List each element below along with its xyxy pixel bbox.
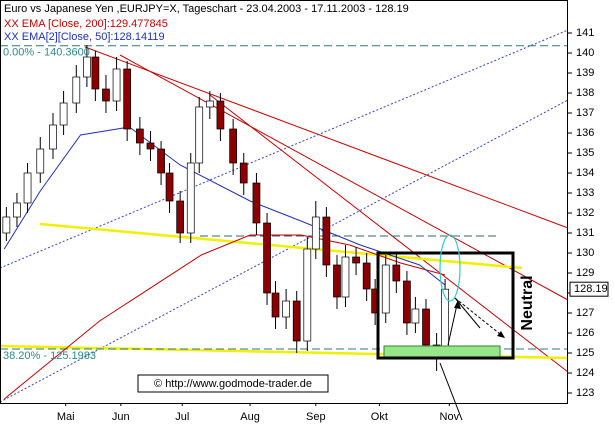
- chart-title: Euro vs Japanese Yen ,EURJPY=X, Tagescha…: [4, 3, 409, 15]
- fib-label: 0.00% - 140.3600: [3, 47, 90, 59]
- y-tick-label: 134: [576, 167, 594, 179]
- y-tick-label: 138: [576, 87, 594, 99]
- x-tick-label: Mai: [57, 411, 75, 423]
- y-tick-label: 139: [576, 67, 594, 79]
- y-tick-label: 130: [576, 247, 594, 259]
- fib-label: 38.20% - 125.1983: [3, 350, 96, 362]
- candle-body: [136, 128, 144, 144]
- candle-body: [123, 68, 132, 130]
- arrow: [454, 297, 481, 329]
- candle-body: [303, 248, 312, 342]
- indicator-line: [3, 126, 446, 286]
- annotation: Neutral: [519, 275, 536, 330]
- trend-line: [39, 222, 523, 270]
- candle-body: [36, 148, 45, 174]
- y-tick-label: 123: [576, 387, 594, 399]
- candle-body: [411, 308, 420, 324]
- candle-body: [165, 172, 174, 202]
- y-tick-label: 131: [576, 227, 594, 239]
- candle-body: [263, 222, 271, 294]
- plot: [0, 45, 568, 400]
- y-tick-label: 124: [576, 367, 594, 379]
- plot-frame: [0, 0, 568, 404]
- y-tick-label: 137: [576, 107, 594, 119]
- y-tick-label: 129: [576, 267, 594, 279]
- highlight: [439, 234, 461, 302]
- candle-body: [352, 256, 360, 264]
- x-tick-label: Okt: [371, 411, 388, 423]
- arrow-head: [497, 331, 505, 338]
- x-tick-label: Jun: [112, 411, 130, 423]
- x-tick-label: Nov: [440, 411, 460, 423]
- candle-body: [422, 308, 430, 346]
- y-tick-label: 135: [576, 147, 594, 159]
- x-tick-label: Jul: [175, 411, 189, 423]
- last-price-label: 128.19: [574, 283, 608, 295]
- candle-body: [239, 162, 248, 184]
- candle-body: [362, 262, 371, 290]
- y-tick-label: 132: [576, 207, 594, 219]
- candle-body: [91, 56, 100, 90]
- source: © http://www.godmode-trader.de: [154, 378, 312, 390]
- legend-entry: XX EMA [Close, 200]:129.477845: [4, 18, 168, 30]
- y-tick-label: 125: [576, 347, 594, 359]
- source-box: [137, 374, 329, 393]
- candle-body: [83, 56, 91, 78]
- candle-body: [333, 264, 341, 298]
- candle-body: [72, 76, 81, 104]
- candle-body: [229, 128, 237, 164]
- legend-entry: XX EMA[2][Close, 50]:128.14119: [4, 31, 165, 43]
- candle-body: [157, 148, 165, 174]
- trend-line: [119, 54, 569, 301]
- y-tick-label: 140: [576, 47, 594, 59]
- candle-body: [102, 88, 110, 102]
- candle-body: [205, 100, 214, 108]
- indicator-line: [3, 234, 446, 400]
- candle-body: [271, 292, 280, 318]
- candle-body: [146, 142, 155, 150]
- x-tick-label: Aug: [240, 411, 260, 423]
- y-tick-label: 127: [576, 307, 594, 319]
- x-tick-label: Sep: [306, 411, 326, 423]
- candle-body: [49, 124, 57, 150]
- y-tick-label: 141: [576, 27, 594, 39]
- arrow-head: [454, 300, 461, 309]
- target-zone: [383, 345, 501, 359]
- annotations: Neutral © http://www.godmode-trader.de: [137, 234, 536, 421]
- candle-body: [2, 216, 11, 234]
- trend-line: [0, 29, 569, 269]
- y-tick-label: 126: [576, 327, 594, 339]
- candle-body: [112, 68, 121, 102]
- candle-body: [186, 162, 195, 234]
- candle-body: [13, 202, 21, 218]
- candle-body: [216, 100, 225, 130]
- candle-body: [282, 300, 290, 318]
- focus-box: [376, 251, 515, 360]
- arrow: [454, 297, 506, 339]
- last-price-box: [569, 281, 609, 297]
- y-tick-label: 133: [576, 187, 594, 199]
- candle-body: [252, 182, 261, 224]
- candle-body: [311, 216, 320, 250]
- trend-line: [0, 99, 569, 403]
- y-tick-label: 136: [576, 127, 594, 139]
- candle-body: [292, 300, 301, 342]
- candle-body: [59, 102, 68, 126]
- arrow: [439, 362, 463, 421]
- candle-body: [23, 172, 32, 204]
- candle-body: [322, 216, 331, 266]
- candle-body: [403, 280, 411, 324]
- candle-body: [381, 264, 390, 314]
- candle-body: [392, 264, 401, 282]
- candle-body: [176, 200, 184, 234]
- trend-line: [84, 46, 569, 229]
- candle-body: [341, 256, 350, 298]
- candle-body: [195, 106, 204, 164]
- trend-line: [209, 94, 569, 373]
